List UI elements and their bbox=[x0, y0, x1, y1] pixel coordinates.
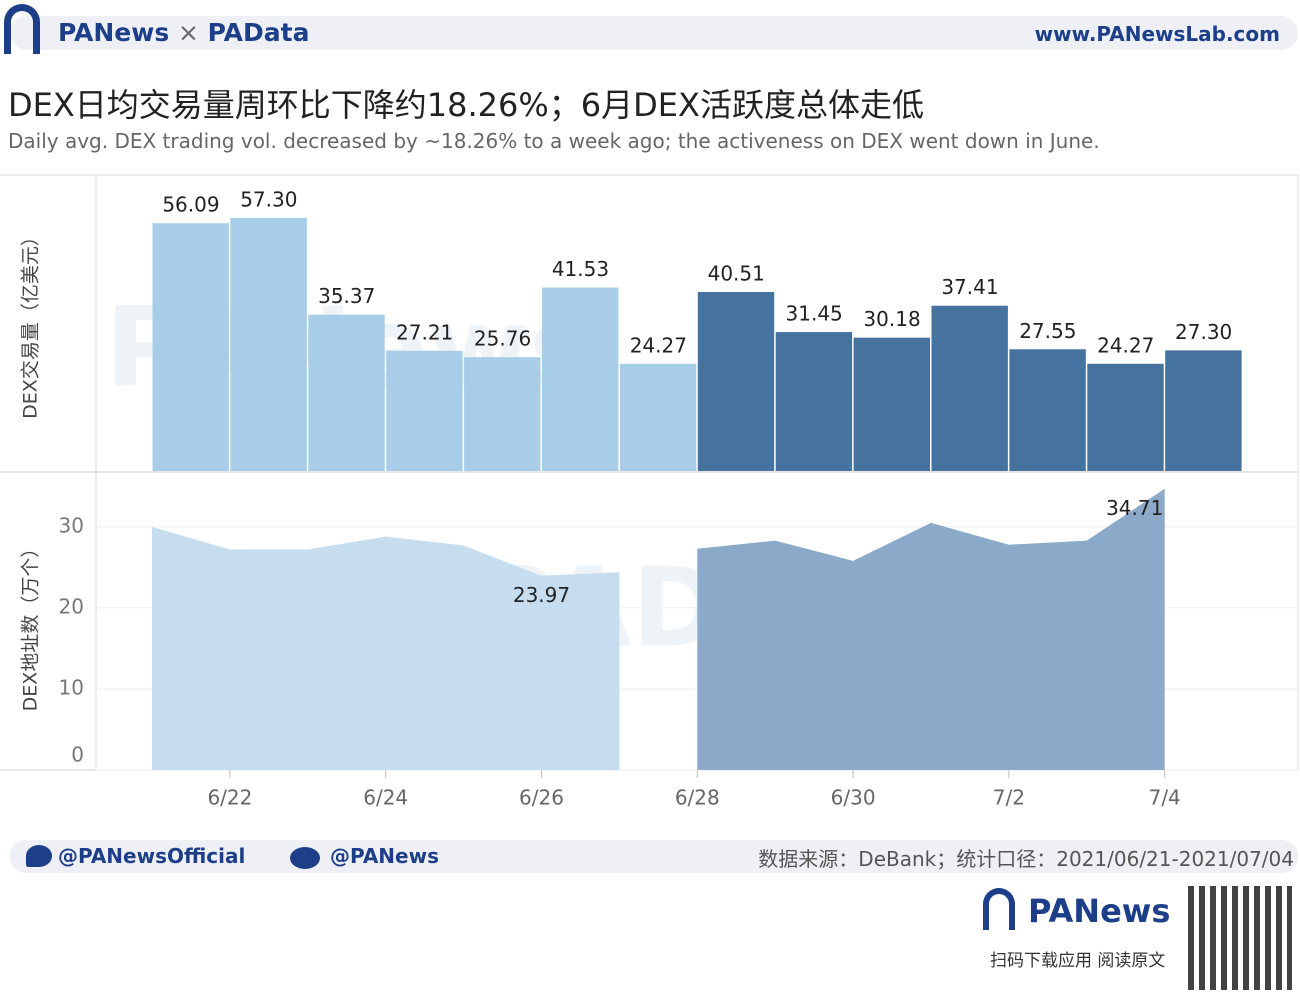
area bbox=[697, 488, 1165, 770]
data-label: 23.97 bbox=[513, 583, 570, 607]
x-tick-label: 6/22 bbox=[207, 786, 252, 810]
bar bbox=[697, 292, 775, 471]
bar bbox=[775, 332, 853, 471]
weibo-icon bbox=[290, 847, 320, 869]
footer-twitter: @PANewsOfficial bbox=[58, 844, 246, 868]
data-label: 27.30 bbox=[1175, 320, 1232, 344]
x-tick-label: 6/28 bbox=[675, 786, 720, 810]
footer-bar bbox=[10, 840, 1298, 873]
twitter-icon bbox=[26, 845, 52, 867]
data-label: 57.30 bbox=[240, 187, 297, 211]
x-tick-label: 7/2 bbox=[993, 786, 1025, 810]
header-brand: PANews × PAData bbox=[58, 18, 309, 47]
brand-separator: × bbox=[177, 18, 199, 47]
app-text: 扫码下载应用 阅读原文 bbox=[990, 951, 1166, 971]
title: DEX日均交易量周环比下降约18.26%；6月DEX活跃度总体走低 bbox=[8, 86, 924, 124]
y-tick-label: 10 bbox=[59, 675, 84, 699]
data-label: 56.09 bbox=[162, 193, 219, 217]
bar bbox=[1009, 349, 1086, 471]
bar bbox=[853, 337, 930, 471]
subtitle: Daily avg. DEX trading vol. decreased by… bbox=[8, 129, 1100, 153]
y-axis-label: DEX地址数（万个） bbox=[20, 539, 42, 712]
data-label: 34.71 bbox=[1106, 496, 1163, 520]
data-label: 24.27 bbox=[1097, 333, 1154, 357]
header-bar bbox=[10, 16, 1298, 50]
bar bbox=[386, 350, 463, 471]
data-label: 31.45 bbox=[786, 302, 843, 326]
data-label: 24.27 bbox=[630, 333, 687, 357]
bar bbox=[152, 223, 229, 471]
logo-icon bbox=[4, 4, 40, 54]
brand-left: PANews bbox=[58, 18, 170, 47]
x-tick-label: 6/30 bbox=[831, 786, 876, 810]
data-label: 35.37 bbox=[318, 284, 375, 308]
qr-code bbox=[1188, 886, 1292, 990]
bar bbox=[308, 314, 385, 471]
y-tick-label: 20 bbox=[59, 594, 84, 618]
brand-right: PAData bbox=[207, 18, 310, 47]
bar bbox=[619, 363, 697, 471]
data-label: 27.55 bbox=[1019, 319, 1076, 343]
bar bbox=[464, 357, 541, 471]
y-tick-label: 0 bbox=[71, 743, 84, 767]
bar bbox=[931, 305, 1008, 471]
data-label: 41.53 bbox=[552, 257, 609, 281]
x-tick-label: 6/24 bbox=[363, 786, 408, 810]
y-axis-label: DEX交易量（亿美元） bbox=[20, 227, 42, 419]
data-label: 25.76 bbox=[474, 327, 531, 351]
bar bbox=[542, 287, 619, 471]
app-brand: PANews bbox=[1028, 892, 1171, 930]
footer-weibo: @PANews bbox=[330, 844, 439, 868]
data-label: 37.41 bbox=[941, 275, 998, 299]
x-tick-label: 7/4 bbox=[1149, 786, 1181, 810]
header-url: www.PANewsLab.com bbox=[1034, 22, 1280, 46]
data-label: 27.21 bbox=[396, 320, 453, 344]
app-logo-icon bbox=[983, 888, 1015, 930]
y-tick-label: 30 bbox=[59, 513, 84, 537]
x-tick-label: 6/26 bbox=[519, 786, 564, 810]
bar bbox=[1087, 363, 1164, 471]
bar bbox=[230, 217, 307, 471]
footer-source: 数据来源：DeBank；统计口径：2021/06/21-2021/07/04 bbox=[758, 847, 1294, 871]
bar bbox=[1165, 350, 1242, 471]
area bbox=[152, 526, 620, 770]
data-label: 30.18 bbox=[863, 307, 920, 331]
data-label: 40.51 bbox=[708, 262, 765, 286]
